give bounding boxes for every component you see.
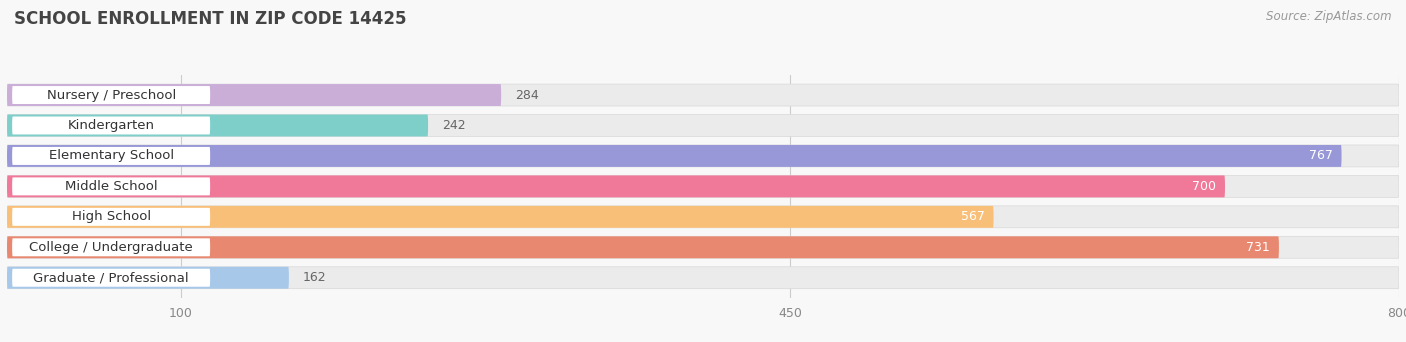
FancyBboxPatch shape — [7, 236, 1399, 258]
Text: 567: 567 — [960, 210, 984, 223]
FancyBboxPatch shape — [7, 115, 427, 136]
FancyBboxPatch shape — [7, 145, 1341, 167]
Text: 242: 242 — [441, 119, 465, 132]
Text: Graduate / Professional: Graduate / Professional — [34, 271, 188, 284]
FancyBboxPatch shape — [7, 84, 1399, 106]
FancyBboxPatch shape — [13, 117, 209, 134]
FancyBboxPatch shape — [7, 206, 1399, 228]
FancyBboxPatch shape — [7, 236, 1279, 258]
Text: College / Undergraduate: College / Undergraduate — [30, 241, 193, 254]
Text: Source: ZipAtlas.com: Source: ZipAtlas.com — [1267, 10, 1392, 23]
Text: 700: 700 — [1192, 180, 1216, 193]
Text: Elementary School: Elementary School — [49, 149, 174, 162]
FancyBboxPatch shape — [7, 145, 1399, 167]
FancyBboxPatch shape — [13, 208, 209, 226]
FancyBboxPatch shape — [7, 84, 501, 106]
Text: 162: 162 — [302, 271, 326, 284]
FancyBboxPatch shape — [7, 267, 1399, 289]
FancyBboxPatch shape — [13, 86, 209, 104]
Text: 284: 284 — [515, 89, 538, 102]
Text: Nursery / Preschool: Nursery / Preschool — [46, 89, 176, 102]
FancyBboxPatch shape — [7, 175, 1399, 197]
Text: 767: 767 — [1309, 149, 1333, 162]
Text: High School: High School — [72, 210, 150, 223]
FancyBboxPatch shape — [13, 177, 209, 195]
Text: SCHOOL ENROLLMENT IN ZIP CODE 14425: SCHOOL ENROLLMENT IN ZIP CODE 14425 — [14, 10, 406, 28]
Text: Kindergarten: Kindergarten — [67, 119, 155, 132]
Text: Middle School: Middle School — [65, 180, 157, 193]
Text: 731: 731 — [1247, 241, 1270, 254]
FancyBboxPatch shape — [13, 147, 209, 165]
FancyBboxPatch shape — [7, 267, 288, 289]
FancyBboxPatch shape — [13, 238, 209, 256]
FancyBboxPatch shape — [7, 115, 1399, 136]
FancyBboxPatch shape — [13, 269, 209, 287]
FancyBboxPatch shape — [7, 175, 1225, 197]
FancyBboxPatch shape — [7, 206, 994, 228]
